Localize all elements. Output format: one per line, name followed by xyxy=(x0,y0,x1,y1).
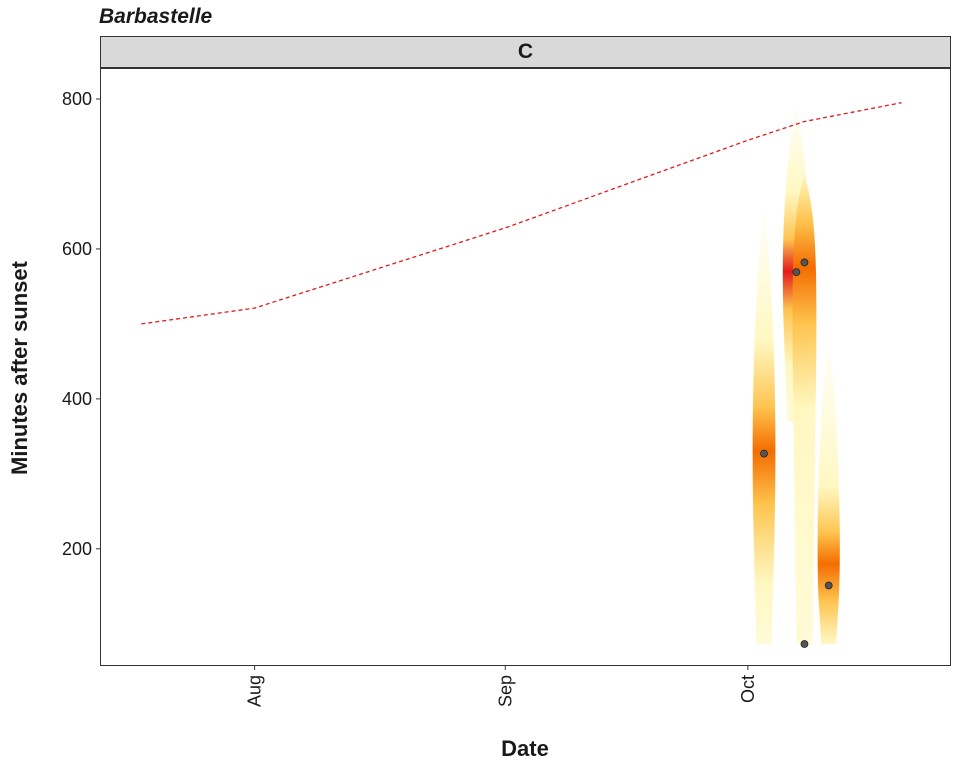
sunrise-line xyxy=(141,102,902,325)
data-points xyxy=(760,258,833,648)
data-point xyxy=(800,258,809,267)
x-tick-label: Sep xyxy=(495,675,515,707)
density-ridges xyxy=(752,102,840,645)
density-ridge xyxy=(817,331,840,645)
x-axis: Aug Sep Oct xyxy=(245,666,758,707)
facet-label: C xyxy=(517,40,534,63)
sunrise-trend-line xyxy=(141,102,902,325)
facet-strip: C xyxy=(100,36,951,68)
density-ridge xyxy=(792,173,817,645)
panel-border xyxy=(100,68,951,666)
x-tick-label: Aug xyxy=(245,675,265,707)
data-point xyxy=(760,449,768,458)
data-point xyxy=(800,640,809,648)
x-axis-label: Date xyxy=(501,736,549,761)
chart-title: Barbastelle xyxy=(99,5,213,28)
data-point xyxy=(792,268,801,277)
data-point xyxy=(824,581,833,590)
x-tick-label: Oct xyxy=(738,675,758,703)
y-tick-label: 400 xyxy=(62,389,92,409)
y-tick-label: 600 xyxy=(62,239,92,259)
y-tick-label: 800 xyxy=(62,89,92,109)
density-ridge xyxy=(752,200,776,645)
y-axis: 200 400 600 800 xyxy=(62,89,100,559)
y-tick-label: 200 xyxy=(62,539,92,559)
